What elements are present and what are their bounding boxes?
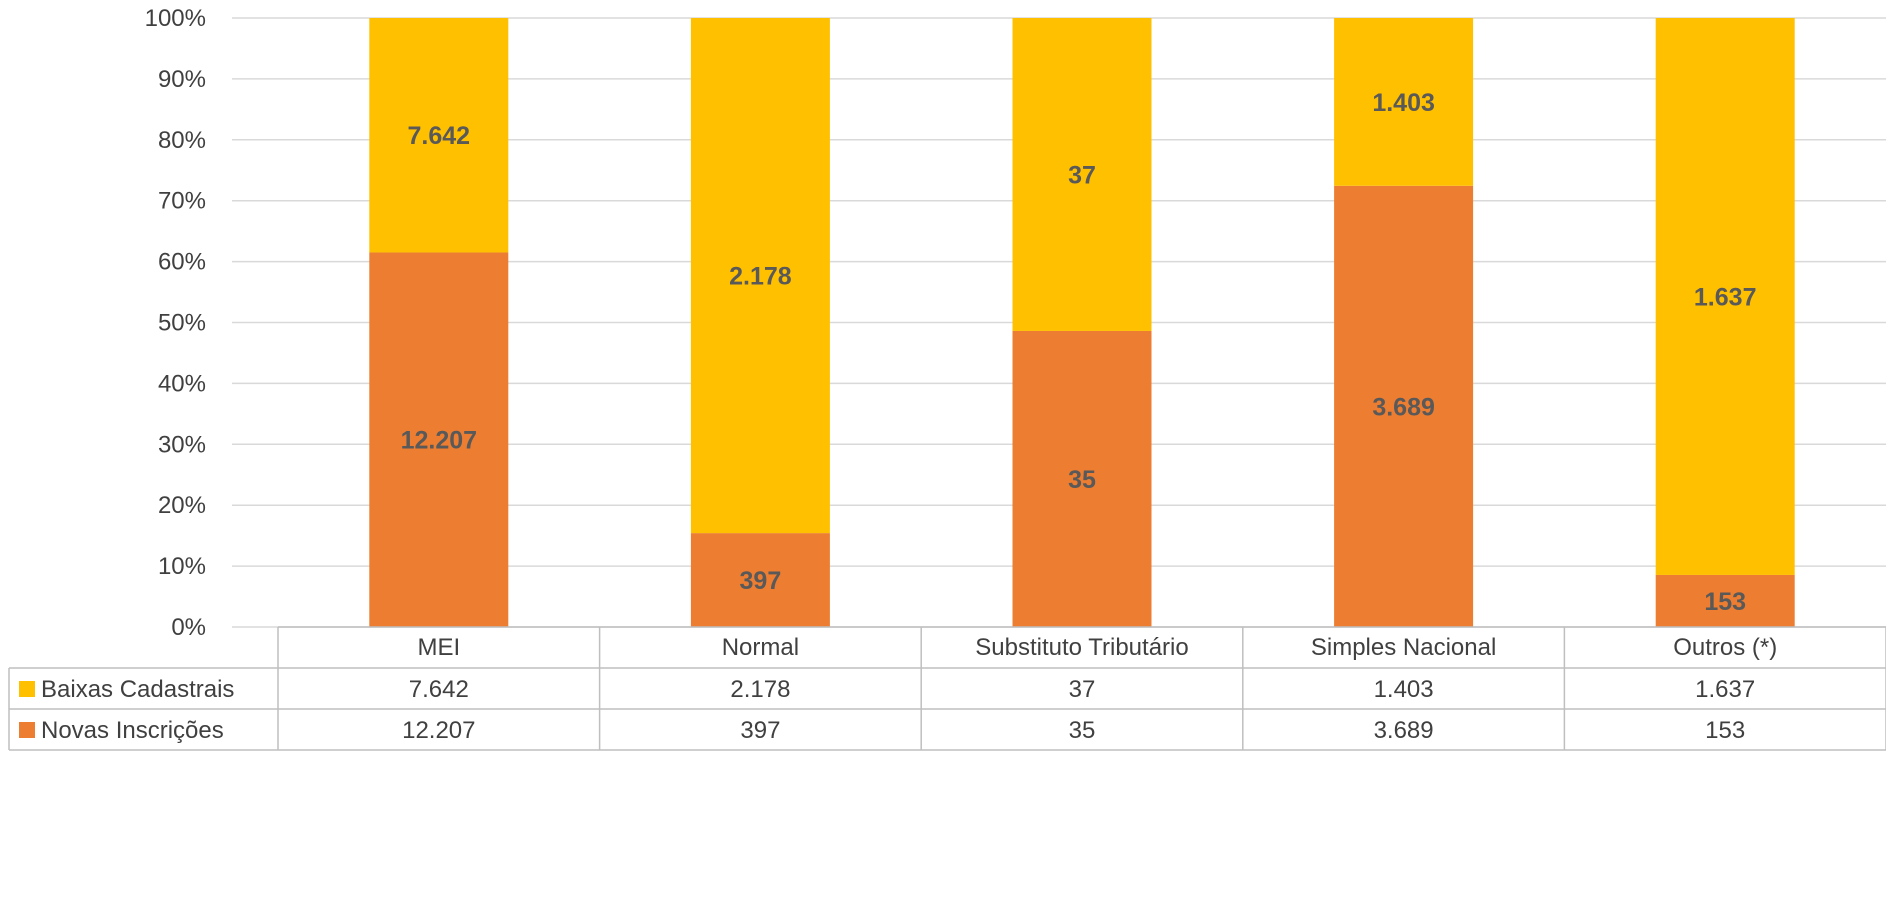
table-cell-value: 2.178 bbox=[730, 676, 790, 703]
y-tick-label: 90% bbox=[158, 66, 206, 93]
table-cell-value: 7.642 bbox=[409, 676, 469, 703]
data-label: 7.642 bbox=[408, 122, 471, 150]
y-tick-label: 10% bbox=[158, 553, 206, 580]
table-cell-value: 12.207 bbox=[402, 717, 475, 744]
x-category-label: Outros (*) bbox=[1673, 634, 1777, 661]
bar-segment bbox=[369, 252, 509, 627]
data-label: 153 bbox=[1704, 588, 1746, 616]
y-tick-label: 40% bbox=[158, 370, 206, 397]
legend-label: Novas Inscrições bbox=[41, 717, 224, 744]
y-tick-label: 80% bbox=[158, 127, 206, 154]
data-label: 2.178 bbox=[729, 263, 792, 291]
bar-segment bbox=[1334, 185, 1474, 627]
data-table: MEI Normal Substituto Tributário Simples Na… bbox=[8, 626, 1886, 751]
bar-segment bbox=[690, 533, 830, 627]
data-label: 37 bbox=[1068, 161, 1096, 189]
y-tick-label: 50% bbox=[158, 310, 206, 337]
data-label: 12.207 bbox=[401, 427, 477, 455]
x-category-label: Normal bbox=[722, 634, 799, 661]
y-tick-label: 30% bbox=[158, 431, 206, 458]
x-category-label: MEI bbox=[417, 634, 460, 661]
bar-segment bbox=[1012, 18, 1152, 331]
legend-label: Baixas Cadastrais bbox=[41, 676, 234, 703]
y-tick-label: 100% bbox=[145, 5, 206, 32]
bar-segment bbox=[1012, 330, 1152, 627]
bar-segment bbox=[690, 18, 830, 534]
data-label: 397 bbox=[740, 567, 782, 595]
y-tick-label: 60% bbox=[158, 249, 206, 276]
table-cell-value: 397 bbox=[740, 717, 780, 744]
y-tick-label: 20% bbox=[158, 492, 206, 519]
bar-segment bbox=[369, 18, 509, 253]
legend-key bbox=[19, 722, 35, 738]
x-category-label: Substituto Tributário bbox=[975, 634, 1188, 661]
bars bbox=[369, 18, 1795, 627]
y-axis: 0% 10% 20% 30% 40% 50% 60% 70% 80% 90% 100% bbox=[145, 5, 206, 641]
data-label: 35 bbox=[1068, 466, 1096, 494]
y-tick-label: 70% bbox=[158, 188, 206, 215]
bar-segment bbox=[1334, 18, 1474, 186]
table-cell-value: 153 bbox=[1705, 717, 1745, 744]
table-cell-value: 1.637 bbox=[1695, 676, 1755, 703]
data-label: 1.637 bbox=[1694, 283, 1757, 311]
x-category-label: Simples Nacional bbox=[1311, 634, 1496, 661]
data-labels: 12.207 7.642 397 2.178 35 37 3.689 1.403 153 1.63… bbox=[401, 89, 1757, 616]
table-cell-value: 3.689 bbox=[1374, 717, 1434, 744]
table-cell-value: 1.403 bbox=[1374, 676, 1434, 703]
table-cell-value: 35 bbox=[1069, 717, 1096, 744]
legend-key bbox=[19, 681, 35, 697]
data-label: 1.403 bbox=[1372, 89, 1435, 117]
y-tick-label: 0% bbox=[171, 614, 206, 641]
data-label: 3.689 bbox=[1372, 393, 1435, 421]
table-cell-value: 37 bbox=[1069, 676, 1096, 703]
bar-segment bbox=[1655, 18, 1795, 575]
bar-segment bbox=[1655, 574, 1795, 627]
